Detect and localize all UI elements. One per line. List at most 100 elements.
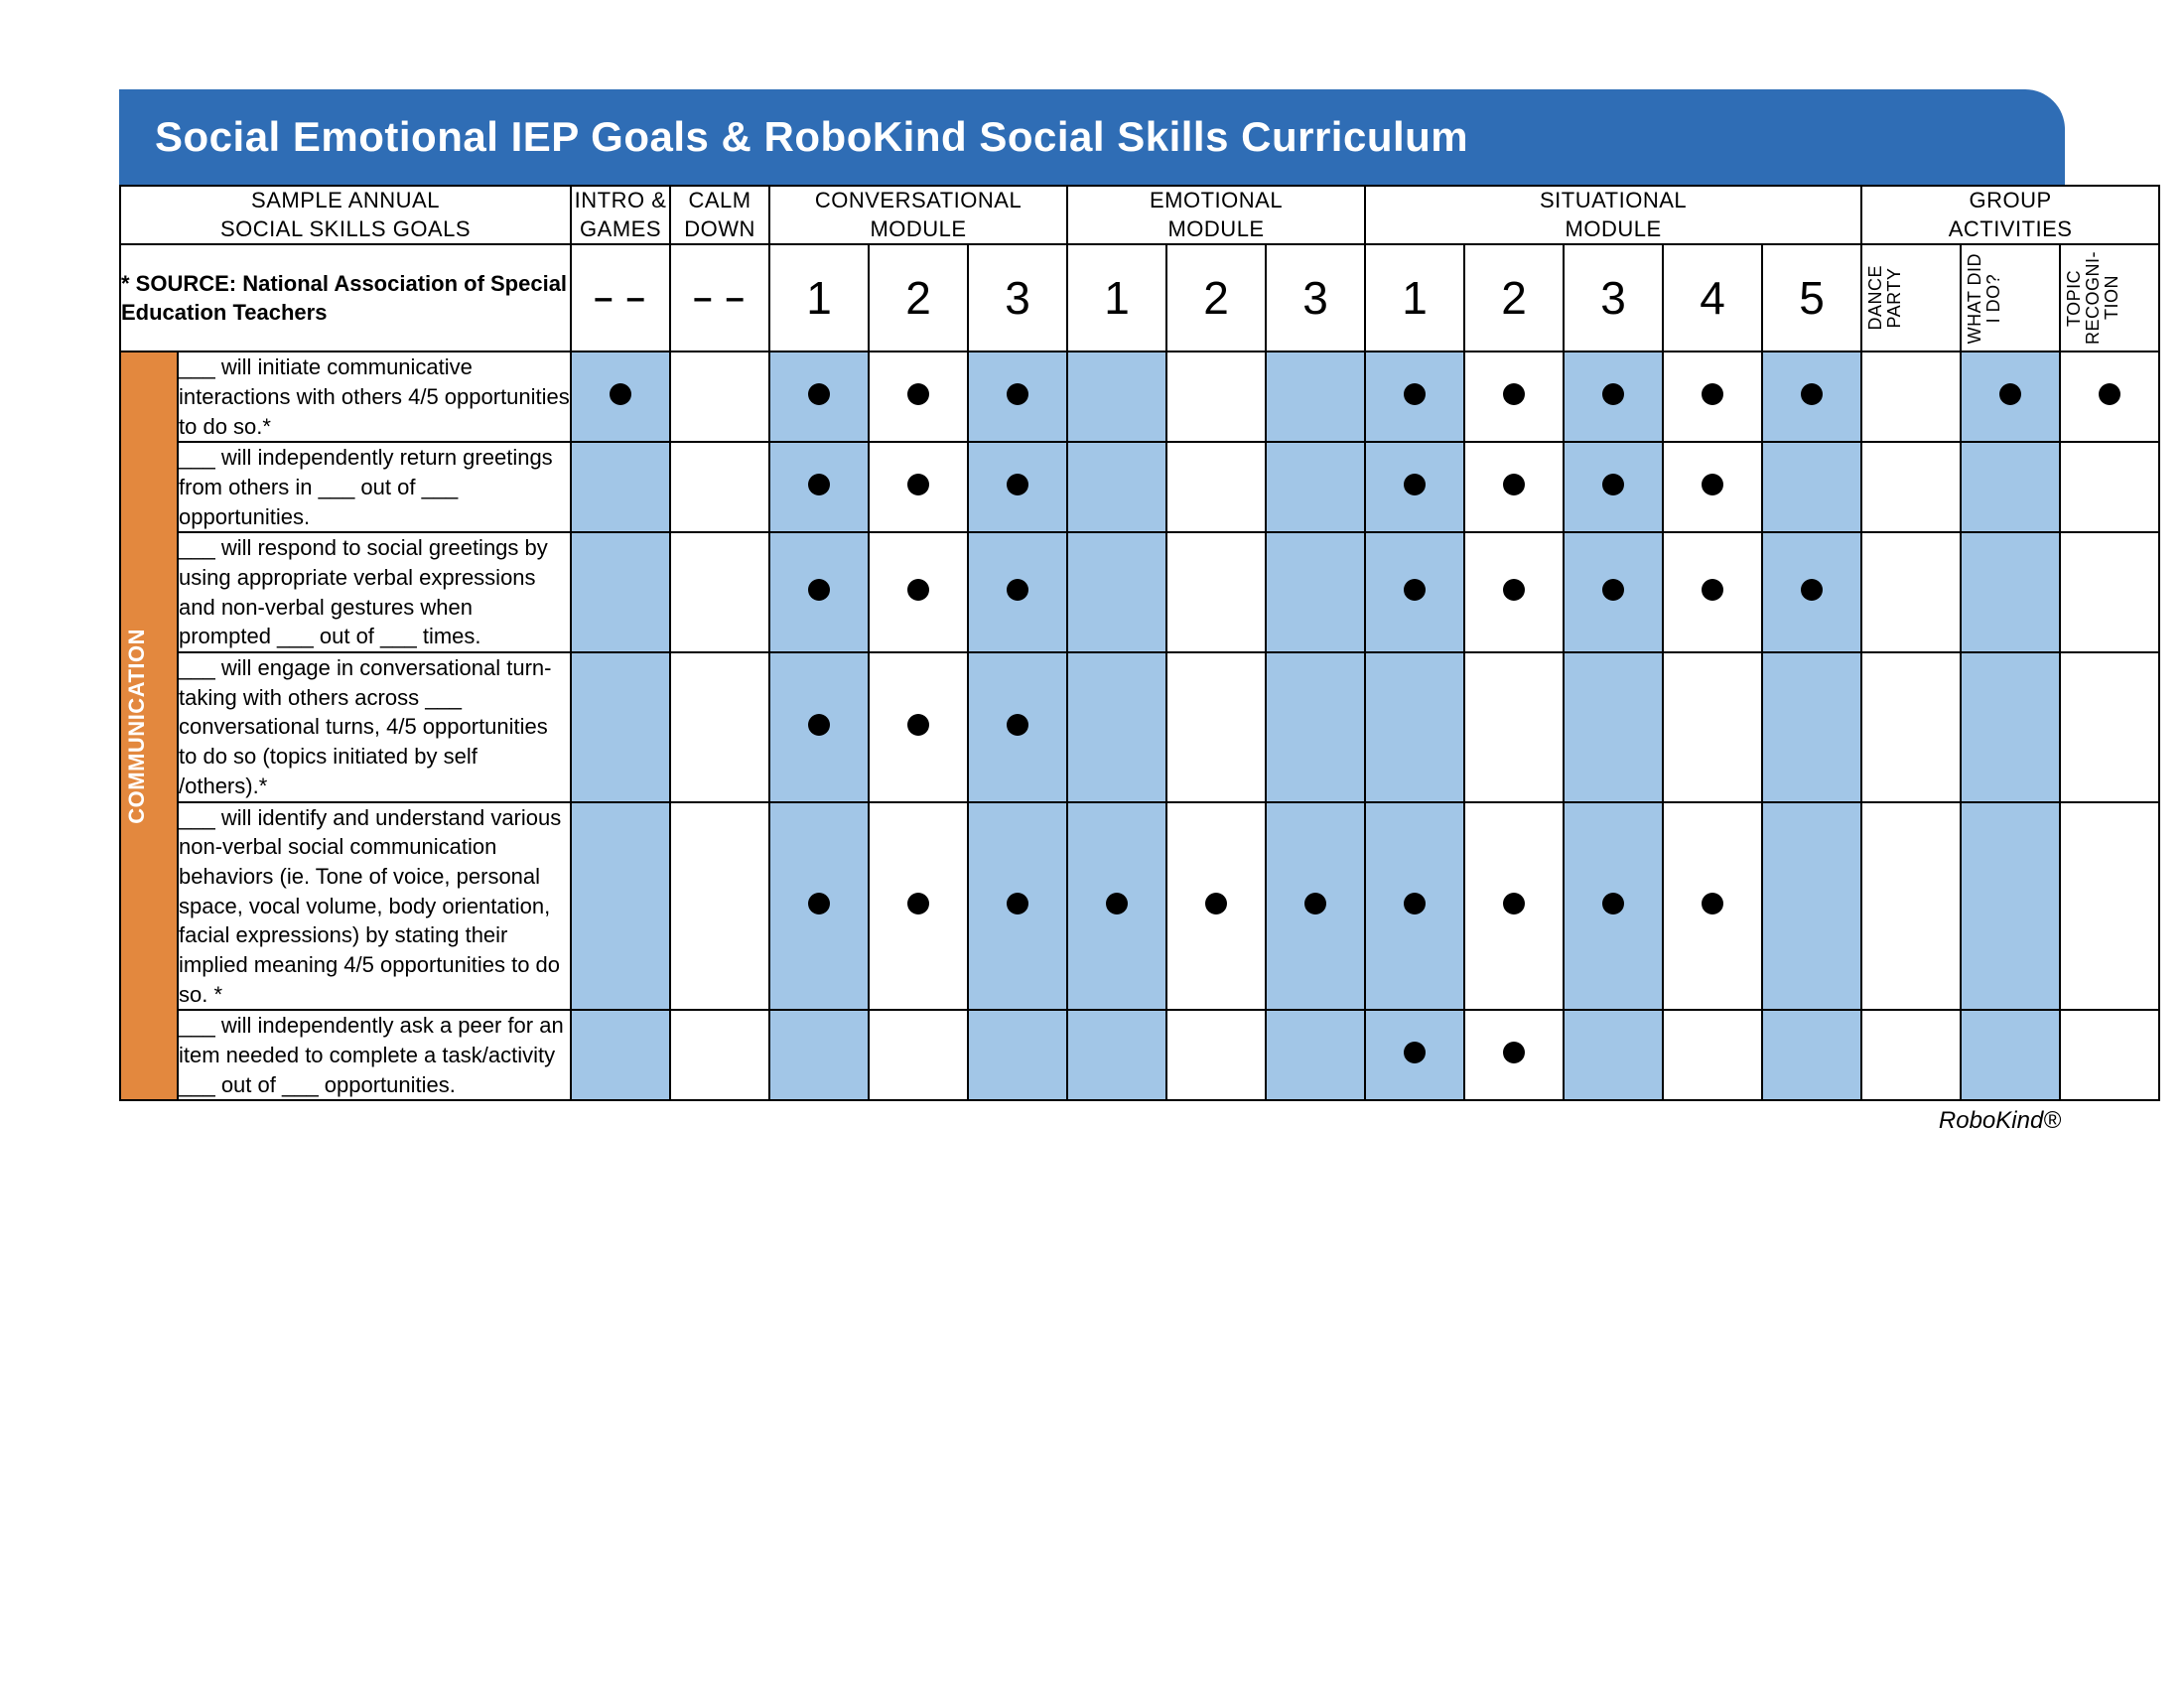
matrix-cell xyxy=(2060,802,2159,1011)
subcol-header: 3 xyxy=(1266,244,1365,352)
dot-icon xyxy=(1007,714,1028,736)
matrix-cell xyxy=(670,352,769,442)
matrix-cell xyxy=(869,652,968,801)
dot-icon xyxy=(907,474,929,495)
header-group-activities: GROUP ACTIVITIES xyxy=(1861,186,2159,244)
dot-icon xyxy=(1602,474,1624,495)
matrix-cell xyxy=(769,352,869,442)
matrix-cell xyxy=(1365,352,1464,442)
matrix-cell xyxy=(769,442,869,532)
matrix-cell xyxy=(1961,652,2060,801)
dot-icon xyxy=(1602,383,1624,405)
matrix-cell xyxy=(1564,442,1663,532)
matrix-cell xyxy=(1961,532,2060,652)
matrix-cell xyxy=(1861,1010,1961,1100)
matrix-cell xyxy=(1067,802,1166,1011)
matrix-cell xyxy=(670,802,769,1011)
matrix-cell xyxy=(1762,352,1861,442)
dot-icon xyxy=(1602,893,1624,914)
matrix-cell xyxy=(1663,532,1762,652)
page-title: Social Emotional IEP Goals & RoboKind So… xyxy=(155,113,1468,160)
matrix-cell xyxy=(1166,532,1266,652)
matrix-cell xyxy=(1762,652,1861,801)
matrix-cell xyxy=(769,652,869,801)
matrix-cell xyxy=(670,1010,769,1100)
dot-icon xyxy=(907,383,929,405)
header-row-groups: SAMPLE ANNUAL SOCIAL SKILLS GOALS INTRO … xyxy=(120,186,2159,244)
matrix-cell xyxy=(571,1010,670,1100)
matrix-cell xyxy=(1762,532,1861,652)
dot-icon xyxy=(1404,383,1426,405)
dot-icon xyxy=(808,714,830,736)
dot-icon xyxy=(610,383,631,405)
subcol-header: DANCE PARTY xyxy=(1861,244,1961,352)
subcol-header: 2 xyxy=(1464,244,1564,352)
dot-icon xyxy=(1503,474,1525,495)
dot-icon xyxy=(1999,383,2021,405)
dot-icon xyxy=(1602,579,1624,601)
matrix-cell xyxy=(1266,1010,1365,1100)
subcol-header: WHAT DID I DO? xyxy=(1961,244,2060,352)
matrix-cell xyxy=(1166,442,1266,532)
matrix-cell xyxy=(769,532,869,652)
goal-text: ___ will identify and understand various… xyxy=(178,802,571,1011)
dot-icon xyxy=(1404,893,1426,914)
matrix-cell xyxy=(1166,1010,1266,1100)
matrix-cell xyxy=(1861,352,1961,442)
matrix-cell xyxy=(869,442,968,532)
matrix-cell xyxy=(1266,352,1365,442)
matrix-cell xyxy=(1564,652,1663,801)
subcol-header: 3 xyxy=(968,244,1067,352)
goal-text: ___ will independently ask a peer for an… xyxy=(178,1010,571,1100)
matrix-cell xyxy=(1762,442,1861,532)
matrix-cell xyxy=(571,442,670,532)
matrix-cell xyxy=(968,352,1067,442)
source-cell: * SOURCE: National Association of Specia… xyxy=(120,244,571,352)
dot-icon xyxy=(1205,893,1227,914)
matrix-cell xyxy=(968,652,1067,801)
matrix-cell xyxy=(1663,352,1762,442)
matrix-cell xyxy=(769,802,869,1011)
matrix-cell xyxy=(1464,532,1564,652)
matrix-cell xyxy=(2060,1010,2159,1100)
matrix-cell xyxy=(571,802,670,1011)
matrix-cell xyxy=(1067,532,1166,652)
matrix-cell xyxy=(2060,652,2159,801)
matrix-cell xyxy=(968,802,1067,1011)
dot-icon xyxy=(1007,383,1028,405)
matrix-cell xyxy=(1663,442,1762,532)
dot-icon xyxy=(907,714,929,736)
matrix-cell xyxy=(1663,802,1762,1011)
matrix-cell xyxy=(1861,442,1961,532)
table-row: ___ will respond to social greetings by … xyxy=(120,532,2159,652)
dot-icon xyxy=(1503,893,1525,914)
matrix-cell xyxy=(1861,532,1961,652)
header-goals: SAMPLE ANNUAL SOCIAL SKILLS GOALS xyxy=(120,186,571,244)
matrix-cell xyxy=(670,652,769,801)
header-goals-l2: SOCIAL SKILLS GOALS xyxy=(220,216,471,241)
matrix-cell xyxy=(571,352,670,442)
curriculum-sheet: Social Emotional IEP Goals & RoboKind So… xyxy=(119,89,2065,1135)
matrix-cell xyxy=(1067,652,1166,801)
subcol-header: 1 xyxy=(1365,244,1464,352)
header-group-emotional: EMOTIONAL MODULE xyxy=(1067,186,1365,244)
dot-icon xyxy=(1503,1042,1525,1063)
subcol-header: – – xyxy=(670,244,769,352)
matrix-cell xyxy=(1464,1010,1564,1100)
matrix-cell xyxy=(1564,802,1663,1011)
matrix-cell xyxy=(1564,1010,1663,1100)
matrix-cell xyxy=(2060,352,2159,442)
matrix-cell xyxy=(869,1010,968,1100)
matrix-cell xyxy=(2060,532,2159,652)
subcol-header: TOPIC RECOGNI- TION xyxy=(2060,244,2159,352)
dot-icon xyxy=(808,474,830,495)
dot-icon xyxy=(1503,383,1525,405)
table-row: ___ will identify and understand various… xyxy=(120,802,2159,1011)
dot-icon xyxy=(1503,579,1525,601)
dot-icon xyxy=(1702,383,1723,405)
goal-text: ___ will independently return greetings … xyxy=(178,442,571,532)
matrix-cell xyxy=(968,532,1067,652)
subcol-header: 1 xyxy=(1067,244,1166,352)
matrix-cell xyxy=(1365,802,1464,1011)
subcol-header: 4 xyxy=(1663,244,1762,352)
